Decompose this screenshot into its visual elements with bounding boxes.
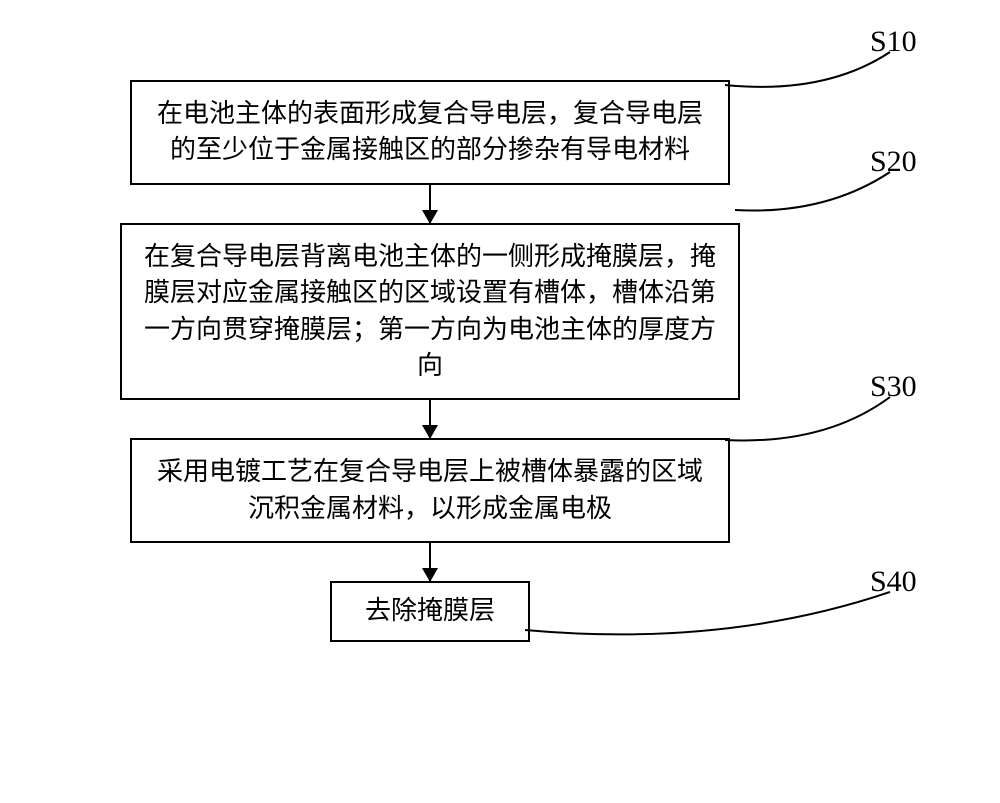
step-label-s20: S20 [870, 145, 917, 179]
step-label-s10: S10 [870, 25, 917, 59]
step-text: 在复合导电层背离电池主体的一侧形成掩膜层，掩膜层对应金属接触区的区域设置有槽体，… [144, 242, 716, 380]
step-text: 在电池主体的表面形成复合导电层，复合导电层的至少位于金属接触区的部分掺杂有导电材… [157, 99, 703, 164]
step-text: 采用电镀工艺在复合导电层上被槽体暴露的区域沉积金属材料，以形成金属电极 [157, 457, 703, 522]
arrow-head-icon [422, 568, 438, 582]
arrow-head-icon [422, 425, 438, 439]
step-box-s30: 采用电镀工艺在复合导电层上被槽体暴露的区域沉积金属材料，以形成金属电极 [130, 438, 730, 543]
connector-arrow [429, 400, 431, 438]
step-box-s20: 在复合导电层背离电池主体的一侧形成掩膜层，掩膜层对应金属接触区的区域设置有槽体，… [120, 223, 740, 401]
step-box-s40: 去除掩膜层 [330, 581, 530, 641]
connector-arrow [429, 543, 431, 581]
step-text: 去除掩膜层 [365, 596, 495, 625]
arrow-head-icon [422, 210, 438, 224]
flowchart-container: 在电池主体的表面形成复合导电层，复合导电层的至少位于金属接触区的部分掺杂有导电材… [120, 80, 740, 642]
step-label-s30: S30 [870, 370, 917, 404]
connector-arrow [429, 185, 431, 223]
step-box-s10: 在电池主体的表面形成复合导电层，复合导电层的至少位于金属接触区的部分掺杂有导电材… [130, 80, 730, 185]
step-label-s40: S40 [870, 565, 917, 599]
